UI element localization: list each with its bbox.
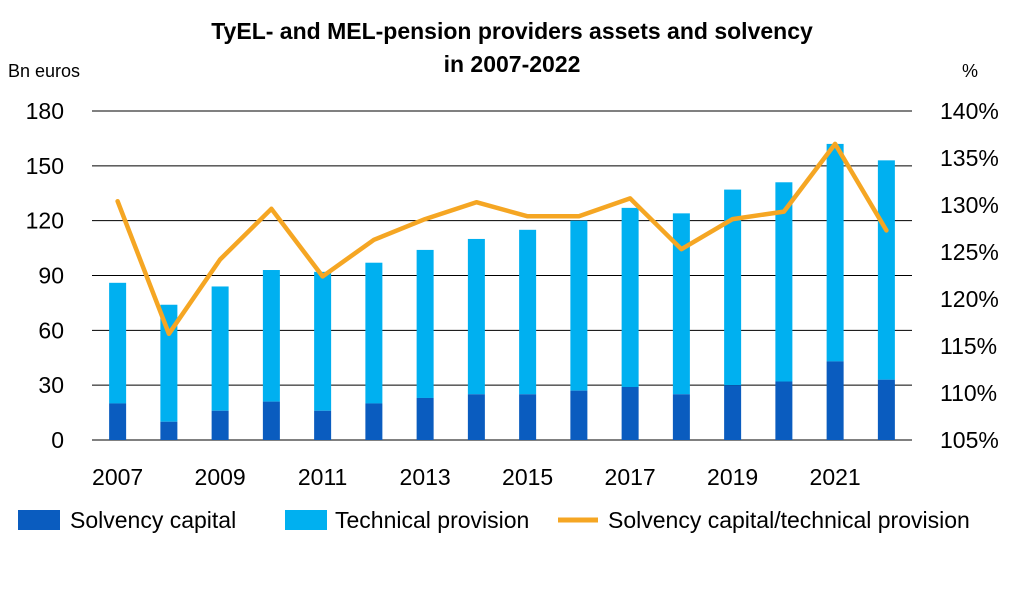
legend-swatch-solvency-capital xyxy=(18,510,60,530)
bar-technical-provision-2007 xyxy=(109,282,127,404)
bars xyxy=(109,143,895,440)
bar-technical-provision-2018 xyxy=(672,213,690,395)
bar-technical-provision-2009 xyxy=(211,286,229,411)
x-tick-2015: 2015 xyxy=(502,464,553,490)
bar-solvency-capital-2015 xyxy=(519,394,537,440)
bar-solvency-capital-2009 xyxy=(211,410,229,440)
y-left-tick-2: 60 xyxy=(38,317,64,343)
bar-solvency-capital-2022 xyxy=(877,379,895,440)
x-axis-ticks: 2007 2009 2011 2013 2015 2017 2019 2021 xyxy=(92,464,861,490)
left-axis-ticks: 0 30 60 90 120 150 180 xyxy=(26,98,64,453)
y-right-tick-1: 110% xyxy=(940,380,997,406)
bar-solvency-capital-2011 xyxy=(314,410,332,440)
x-tick-2019: 2019 xyxy=(707,464,758,490)
bar-solvency-capital-2019 xyxy=(724,385,742,440)
bar-solvency-capital-2020 xyxy=(775,381,793,440)
y-left-tick-6: 180 xyxy=(26,98,64,124)
bar-solvency-capital-2007 xyxy=(109,403,127,440)
bar-technical-provision-2015 xyxy=(519,229,537,395)
bar-technical-provision-2014 xyxy=(467,238,485,395)
bar-solvency-capital-2017 xyxy=(621,386,639,440)
y-left-tick-5: 150 xyxy=(26,153,64,179)
ratio-line xyxy=(115,141,889,337)
right-axis-ticks: 105% 110% 115% 120% 125% 130% 135% 140% xyxy=(940,98,999,453)
y-right-tick-4: 125% xyxy=(940,239,999,265)
x-tick-2013: 2013 xyxy=(400,464,451,490)
legend: Solvency capital Technical provision Sol… xyxy=(18,507,970,533)
right-axis-unit: % xyxy=(962,61,978,81)
ratio-line-path xyxy=(115,141,889,337)
bar-technical-provision-2008 xyxy=(160,304,178,422)
y-right-tick-0: 105% xyxy=(940,427,999,453)
x-tick-2021: 2021 xyxy=(810,464,861,490)
bar-technical-provision-2016 xyxy=(570,220,588,391)
x-tick-2011: 2011 xyxy=(298,464,347,490)
bar-solvency-capital-2010 xyxy=(262,401,280,440)
bar-technical-provision-2012 xyxy=(365,262,383,404)
bar-solvency-capital-2018 xyxy=(672,394,690,440)
y-left-tick-0: 0 xyxy=(51,427,64,453)
bar-solvency-capital-2008 xyxy=(160,421,178,440)
bar-solvency-capital-2012 xyxy=(365,403,383,440)
bar-solvency-capital-2013 xyxy=(416,397,434,440)
bar-solvency-capital-2014 xyxy=(467,394,485,440)
bar-technical-provision-2022 xyxy=(877,160,895,380)
y-right-tick-5: 130% xyxy=(940,192,999,218)
y-right-tick-2: 115% xyxy=(940,333,997,359)
legend-label-technical-provision: Technical provision xyxy=(335,507,529,533)
y-right-tick-6: 135% xyxy=(940,145,999,171)
bar-solvency-capital-2016 xyxy=(570,390,588,440)
y-right-tick-7: 140% xyxy=(940,98,999,124)
gridlines xyxy=(92,110,912,441)
legend-label-solvency-capital: Solvency capital xyxy=(70,507,236,533)
x-tick-2017: 2017 xyxy=(605,464,656,490)
chart-title-line1: TyEL- and MEL-pension providers assets a… xyxy=(211,18,813,44)
bar-technical-provision-2011 xyxy=(314,271,332,411)
bar-technical-provision-2020 xyxy=(775,182,793,382)
bar-technical-provision-2017 xyxy=(621,207,639,387)
bar-technical-provision-2010 xyxy=(262,270,280,402)
legend-swatch-technical-provision xyxy=(285,510,327,530)
y-left-tick-4: 120 xyxy=(26,208,64,234)
x-tick-2009: 2009 xyxy=(195,464,246,490)
left-axis-unit: Bn euros xyxy=(8,61,80,81)
chart-title-line2: in 2007-2022 xyxy=(444,51,581,77)
y-left-tick-1: 30 xyxy=(38,372,64,398)
bar-technical-provision-2019 xyxy=(724,189,742,386)
x-tick-2007: 2007 xyxy=(92,464,143,490)
bar-technical-provision-2013 xyxy=(416,249,434,398)
bar-technical-provision-2021 xyxy=(826,143,844,362)
bar-solvency-capital-2021 xyxy=(826,361,844,440)
y-right-tick-3: 120% xyxy=(940,286,999,312)
y-left-tick-3: 90 xyxy=(38,263,64,289)
legend-label-ratio: Solvency capital/technical provision xyxy=(608,507,970,533)
